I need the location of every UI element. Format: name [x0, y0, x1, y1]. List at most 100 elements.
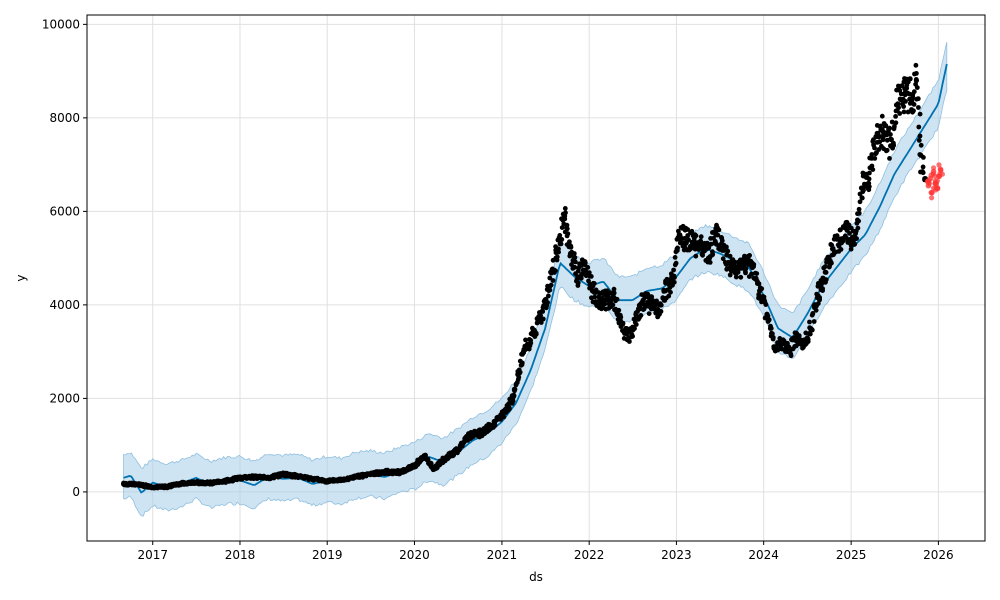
- observed-point: [527, 343, 533, 349]
- observed-point: [710, 249, 715, 255]
- x-tick-label: 2020: [399, 548, 430, 562]
- observed-point: [616, 307, 622, 313]
- observed-point: [546, 293, 551, 299]
- observed-point: [627, 339, 632, 344]
- y-tick-label: 0: [72, 485, 80, 499]
- observed-point: [727, 253, 733, 259]
- observed-point: [911, 89, 917, 95]
- observed-point: [562, 206, 568, 211]
- observed-point: [548, 282, 554, 288]
- observed-point: [807, 319, 812, 325]
- observed-point: [911, 102, 917, 107]
- observed-point: [838, 247, 844, 252]
- y-tick-label: 2000: [49, 391, 80, 405]
- observed-point: [738, 274, 744, 280]
- observed-point: [867, 170, 872, 176]
- y-axis-ticks: 0 2000 4000 6000 8000 10000: [42, 17, 87, 499]
- observed-point: [914, 85, 920, 90]
- observed-point: [856, 218, 861, 224]
- observed-point: [672, 255, 678, 260]
- observed-point: [637, 306, 642, 312]
- observed-point: [540, 309, 546, 314]
- observed-point: [550, 257, 556, 263]
- observed-point: [559, 225, 565, 231]
- observed-point: [565, 231, 571, 237]
- observed-point: [896, 83, 901, 89]
- observed-point: [682, 236, 687, 241]
- observed-point: [747, 253, 752, 258]
- observed-point: [573, 259, 578, 265]
- x-tick-label: 2023: [661, 548, 692, 562]
- observed-point: [901, 109, 907, 115]
- observed-point: [916, 138, 922, 143]
- observed-point: [786, 344, 792, 350]
- observed-point: [893, 120, 899, 126]
- observed-point: [553, 268, 558, 274]
- observed-point: [805, 336, 811, 342]
- observed-point: [875, 130, 881, 136]
- observed-point: [920, 164, 926, 170]
- observed-point: [880, 137, 886, 143]
- observed-point: [646, 311, 652, 316]
- observed-point: [872, 156, 878, 161]
- y-tick-label: 4000: [49, 298, 80, 312]
- observed-point: [913, 62, 919, 68]
- observed-point: [720, 256, 726, 262]
- observed-point: [814, 291, 820, 297]
- observed-point: [916, 124, 922, 130]
- observed-point: [719, 235, 725, 241]
- recent-point: [926, 179, 932, 186]
- observed-point: [889, 119, 895, 125]
- observed-point: [578, 275, 584, 281]
- observed-point: [847, 231, 852, 236]
- observed-point: [811, 319, 817, 324]
- observed-point: [910, 94, 916, 100]
- x-tick-label: 2017: [137, 548, 168, 562]
- observed-point: [820, 286, 825, 291]
- observed-point: [685, 227, 691, 232]
- observed-point: [807, 331, 813, 337]
- observed-point: [547, 287, 553, 293]
- observed-point: [743, 266, 749, 271]
- observed-point: [888, 132, 893, 137]
- observed-point: [838, 227, 843, 233]
- observed-point: [788, 351, 794, 357]
- observed-point: [770, 331, 775, 337]
- observed-point: [528, 337, 533, 343]
- observed-point: [917, 152, 923, 157]
- observed-point: [742, 253, 747, 259]
- observed-point: [585, 265, 591, 270]
- observed-point: [861, 187, 866, 193]
- observed-point: [870, 167, 876, 173]
- observed-point: [879, 113, 885, 119]
- observed-point: [826, 264, 832, 270]
- observed-point: [855, 225, 861, 231]
- observed-point: [638, 313, 644, 318]
- observed-point: [563, 210, 568, 216]
- observed-point: [564, 226, 570, 232]
- observed-point: [668, 289, 673, 295]
- observed-point: [572, 255, 578, 260]
- observed-point: [671, 279, 677, 285]
- observed-point: [523, 337, 528, 343]
- observed-point: [822, 264, 828, 270]
- x-tick-label: 2025: [836, 548, 867, 562]
- uncertainty-band-area: [123, 42, 948, 517]
- observed-point: [654, 298, 659, 304]
- observed-point: [666, 293, 672, 299]
- observed-point: [689, 240, 695, 245]
- observed-point: [869, 152, 875, 157]
- observed-point: [891, 126, 897, 132]
- observed-point: [620, 320, 626, 326]
- observed-point: [857, 199, 863, 205]
- observed-point: [611, 290, 617, 296]
- observed-point: [677, 240, 683, 246]
- observed-point: [629, 332, 635, 337]
- observed-point: [869, 163, 875, 169]
- observed-point: [721, 248, 727, 253]
- recent-point: [929, 195, 935, 201]
- recent-point: [931, 165, 937, 171]
- observed-point: [550, 278, 556, 283]
- observed-point: [870, 139, 876, 144]
